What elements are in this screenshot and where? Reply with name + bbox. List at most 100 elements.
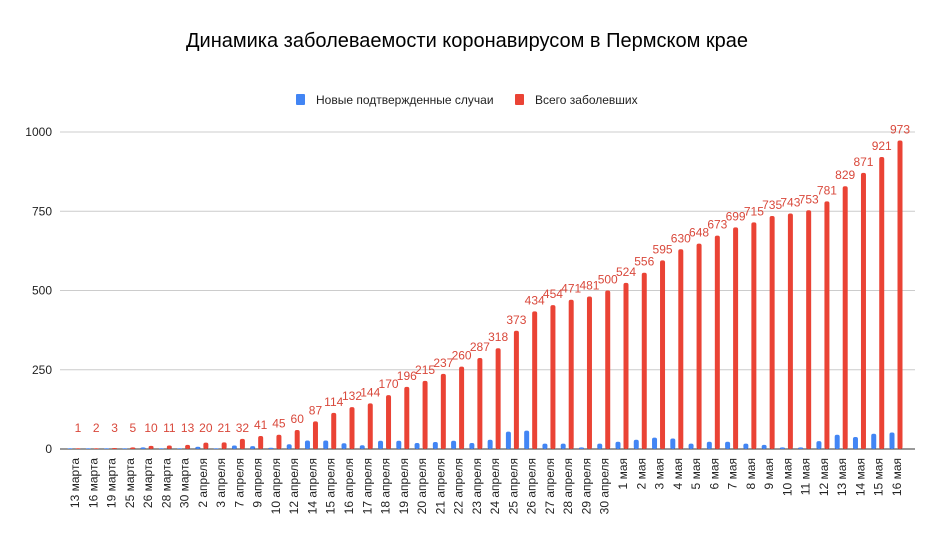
bar-new-cases: [177, 448, 183, 449]
bar-new-cases: [323, 440, 329, 449]
bar-total-cases: [130, 447, 136, 449]
bar-new-cases: [688, 443, 694, 449]
bar-total-cases: [203, 442, 209, 449]
x-tick-label: 16 апреля: [342, 458, 356, 514]
x-tick-label: 19 апреля: [397, 458, 411, 514]
data-label: 648: [689, 226, 709, 240]
bar-total-cases: [93, 448, 99, 449]
bar-total-cases: [331, 412, 337, 449]
x-tick-label: 7 мая: [726, 458, 740, 489]
x-tick-label: 16 марта: [86, 458, 100, 508]
data-label: 45: [272, 417, 286, 431]
x-tick-label: 19 марта: [105, 458, 119, 508]
bar-new-cases: [871, 433, 877, 449]
bar-new-cases: [761, 444, 767, 449]
x-tick-label: 30 апреля: [598, 458, 612, 514]
bar-total-cases: [696, 243, 702, 449]
bar-new-cases: [816, 441, 822, 449]
bar-new-cases: [396, 440, 402, 449]
y-tick-label: 1000: [25, 125, 52, 139]
data-label: 41: [254, 418, 268, 432]
x-tick-label: 11 мая: [799, 458, 813, 495]
bar-new-cases: [250, 446, 256, 449]
bar-new-cases: [304, 440, 310, 449]
x-tick-label: 7 апреля: [232, 458, 246, 508]
bar-new-cases: [414, 442, 420, 449]
bar-new-cases: [615, 441, 621, 449]
bar-total-cases: [477, 358, 483, 449]
bar-total-cases: [678, 249, 684, 449]
x-tick-label: 6 мая: [707, 458, 721, 489]
x-tick-label: 18 апреля: [379, 458, 393, 514]
bar-new-cases: [67, 448, 73, 449]
bar-new-cases: [451, 440, 457, 449]
data-label: 781: [817, 183, 837, 197]
bar-total-cases: [824, 201, 830, 449]
bar-total-cases: [404, 386, 410, 449]
bar-total-cases: [806, 210, 812, 449]
data-label: 237: [433, 356, 453, 370]
y-tick-label: 750: [32, 204, 52, 218]
x-tick-label: 2 апреля: [196, 458, 210, 508]
x-tick-label: 28 апреля: [561, 458, 575, 514]
x-tick-label: 13 марта: [68, 458, 82, 508]
bar-total-cases: [733, 227, 739, 449]
bar-new-cases: [85, 448, 91, 449]
data-label: 287: [470, 340, 490, 354]
bar-new-cases: [378, 440, 384, 449]
y-tick-label: 500: [32, 284, 52, 298]
data-label: 318: [488, 330, 508, 344]
data-label: 829: [835, 168, 855, 182]
data-label: 144: [360, 385, 380, 399]
legend-label-0: Новые подтвержденные случаи: [316, 93, 494, 107]
data-label: 871: [853, 155, 873, 169]
bar-total-cases: [714, 235, 720, 449]
bar-new-cases: [341, 443, 347, 449]
bar-total-cases: [605, 290, 611, 449]
x-tick-label: 25 апреля: [506, 458, 520, 514]
x-tick-label: 12 апреля: [287, 458, 301, 514]
x-tick-label: 13 мая: [835, 458, 849, 496]
legend-label-1: Всего заболевших: [535, 93, 638, 107]
bar-total-cases: [440, 373, 446, 449]
y-tick-label: 250: [32, 363, 52, 377]
x-tick-label: 2 мая: [634, 458, 648, 489]
bar-total-cases: [586, 296, 592, 449]
bar-total-cases: [842, 186, 848, 449]
x-tick-label: 17 апреля: [360, 458, 374, 514]
bar-total-cases: [787, 213, 793, 449]
x-tick-label: 9 мая: [762, 458, 776, 489]
data-label: 735: [762, 198, 782, 212]
x-tick-label: 26 марта: [141, 458, 155, 508]
x-tick-label: 4 мая: [671, 458, 685, 489]
bar-total-cases: [422, 380, 428, 449]
x-tick-label: 16 мая: [890, 458, 904, 496]
data-label: 20: [199, 421, 213, 435]
bar-new-cases: [359, 445, 365, 449]
bar-total-cases: [221, 442, 227, 449]
bar-total-cases: [495, 348, 501, 449]
bar-new-cases: [652, 437, 658, 449]
x-tick-label: 24 апреля: [488, 458, 502, 514]
gridlines: [60, 131, 915, 450]
legend-swatch-1: [515, 94, 524, 105]
data-label: 973: [890, 123, 910, 137]
x-tick-label: 14 мая: [853, 458, 867, 496]
data-label: 114: [324, 395, 343, 409]
bar-total-cases: [258, 436, 264, 449]
data-label: 13: [181, 421, 195, 435]
data-label: 630: [671, 231, 691, 245]
bar-new-cases: [725, 441, 731, 449]
bar-new-cases: [286, 444, 292, 449]
x-tick-label: 22 апреля: [452, 458, 466, 514]
bar-total-cases: [367, 403, 373, 449]
data-label: 60: [291, 412, 305, 426]
bar-total-cases: [148, 445, 154, 449]
x-axis-ticks: 13 марта 16 марта 19 марта 25 марта 26 марта…: [68, 458, 904, 515]
x-tick-label: 25 марта: [123, 458, 137, 508]
bar-new-cases: [195, 446, 201, 449]
bar-total-cases: [312, 421, 318, 449]
bar-new-cases: [231, 445, 237, 449]
data-label: 170: [379, 377, 399, 391]
bar-new-cases: [597, 443, 603, 449]
